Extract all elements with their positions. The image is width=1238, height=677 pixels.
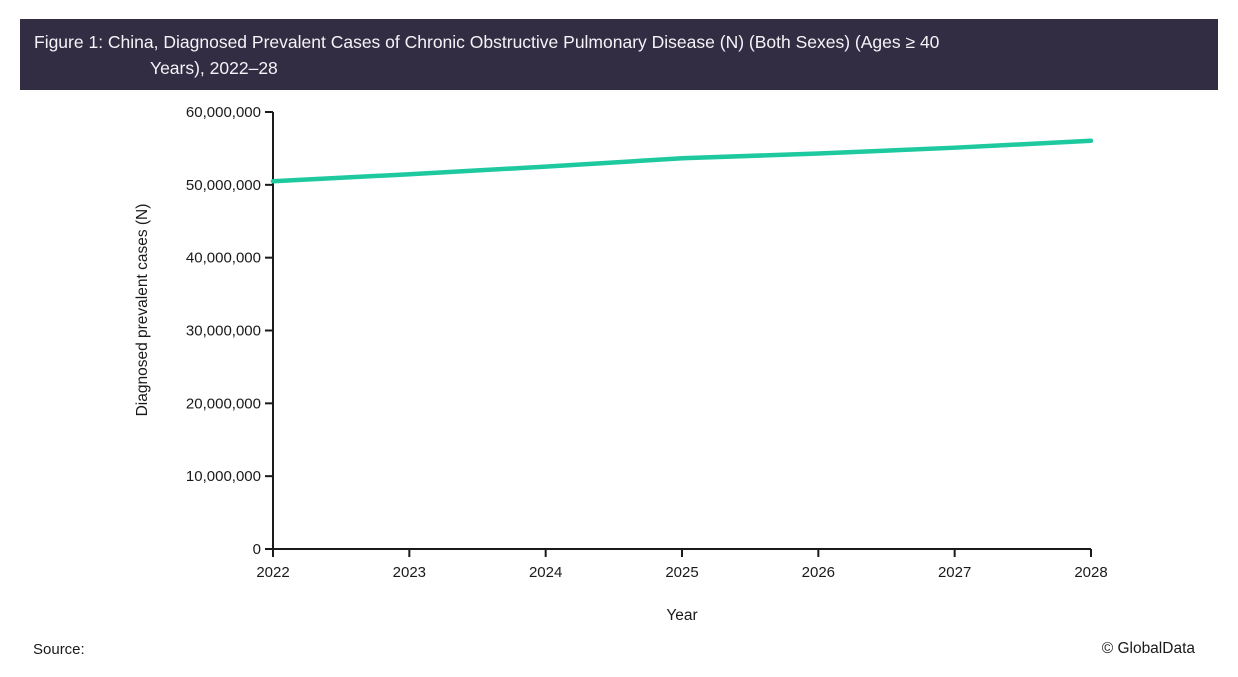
figure-title-bar: Figure 1: China, Diagnosed Prevalent Cas… xyxy=(20,19,1218,90)
x-tick-label: 2027 xyxy=(938,564,971,581)
copyright-label: © GlobalData xyxy=(1101,640,1195,657)
x-tick-label: 2026 xyxy=(802,564,835,581)
y-tick-label: 50,000,000 xyxy=(186,177,261,194)
x-tick-label: 2023 xyxy=(393,564,426,581)
y-tick-label: 60,000,000 xyxy=(186,104,261,121)
figure-title-line2: Years), 2022–28 xyxy=(150,58,278,78)
y-tick-label: 0 xyxy=(253,541,261,558)
source-label: Source: xyxy=(33,641,85,658)
x-tick-label: 2025 xyxy=(665,564,698,581)
x-tick-label: 2022 xyxy=(256,564,289,581)
figure-title-line1: Figure 1: China, Diagnosed Prevalent Cas… xyxy=(34,32,940,52)
y-tick-label: 40,000,000 xyxy=(186,250,261,267)
y-tick-label: 20,000,000 xyxy=(186,395,261,412)
x-tick-label: 2024 xyxy=(529,564,562,581)
y-tick-label: 10,000,000 xyxy=(186,468,261,485)
series-line xyxy=(270,138,1094,184)
y-axis-title: Diagnosed prevalent cases (N) xyxy=(134,204,151,417)
x-tick-label: 2028 xyxy=(1074,564,1107,581)
x-axis-title: Year xyxy=(666,607,697,624)
y-tick-label: 30,000,000 xyxy=(186,323,261,340)
axis-lines xyxy=(272,112,1091,550)
